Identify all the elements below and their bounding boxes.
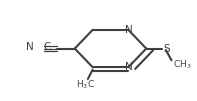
Text: N: N [26,42,34,52]
Text: H$_3$C: H$_3$C [76,78,95,91]
Text: S: S [163,44,170,54]
Text: N: N [125,25,132,35]
Text: C: C [44,42,51,52]
Text: CH$_3$: CH$_3$ [173,58,192,70]
Text: N: N [125,62,132,72]
